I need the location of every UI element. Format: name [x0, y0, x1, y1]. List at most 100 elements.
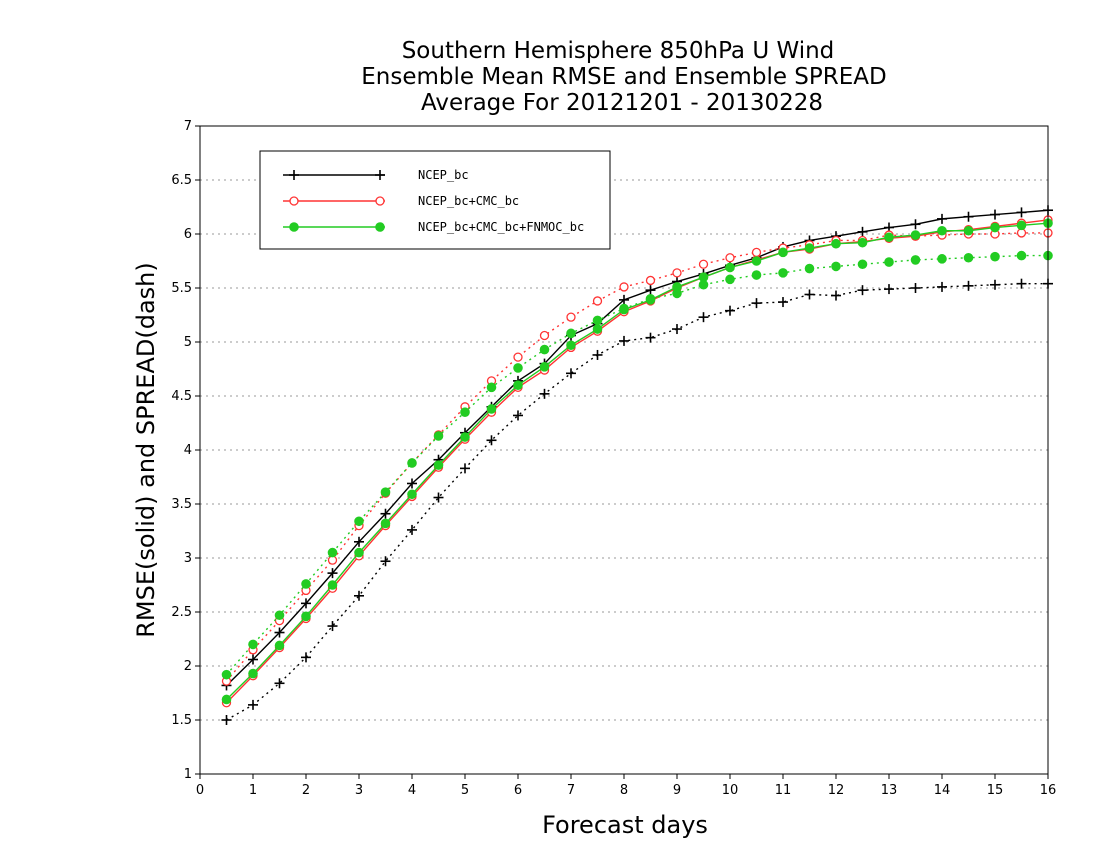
series-0-rmse-point-24	[857, 226, 868, 237]
series-2-spread-point-28	[963, 252, 974, 263]
series-2-rmse-point-6	[380, 518, 391, 529]
x-tick-label-7: 7	[567, 783, 575, 798]
series-0-spread-point-15	[619, 335, 629, 346]
series-1-spread-point-12	[539, 330, 550, 341]
series-2-spread-point-15	[619, 303, 629, 314]
series-2	[221, 218, 1053, 705]
series-1-spread-point-13	[566, 312, 576, 322]
x-tick-label-15: 15	[987, 783, 1004, 798]
series-2-rmse-point-25	[884, 232, 894, 243]
series-1-spread-point-15	[619, 282, 629, 292]
series-2-spread-point-27	[937, 254, 947, 264]
title-line-1: Southern Hemisphere 850hPa U Wind	[402, 38, 835, 64]
series-2-spread-point-22	[804, 263, 815, 274]
legend-label-0: NCEP_bc	[418, 168, 469, 182]
series-0-spread-point-19	[725, 305, 735, 316]
series-0-rmse-point-26	[910, 219, 921, 230]
series-1-spread-point-18	[698, 259, 709, 269]
legend-marker-end-0	[375, 170, 385, 180]
series-0-spread-line	[226, 282, 1048, 721]
legend: NCEP_bc NCEP_bc+CMC_bc NCEP_bc+CMC_bc+FNMO…	[259, 150, 611, 250]
series-1-spread-line	[225, 232, 1048, 682]
series-1-spread-point-17	[672, 268, 682, 278]
series-2-rmse-point-28	[963, 225, 974, 236]
series-0-spread-point-24	[857, 285, 868, 296]
series-0-spread-point-2	[274, 678, 285, 689]
y-tick-label-1: 1.5	[171, 713, 192, 728]
series-2-spread-point-4	[327, 547, 338, 558]
x-axis-title: Forecast days	[542, 811, 708, 839]
series-0-spread-point-23	[831, 290, 841, 301]
series-2-spread-point-0	[221, 669, 232, 680]
y-tick-label-11: 6.5	[171, 173, 192, 188]
series-2-spread-point-7	[407, 458, 417, 468]
series-0-rmse-point-6	[380, 508, 391, 519]
series-0-spread-point-22	[804, 289, 815, 300]
series-2-spread-point-9	[460, 407, 470, 418]
y-tick-label-4: 3	[184, 551, 192, 566]
series-1-spread-point-19	[725, 253, 735, 263]
x-tick-label-3: 3	[355, 783, 363, 798]
legend-marker-start-1	[289, 196, 299, 206]
x-tick-label-11: 11	[775, 783, 792, 798]
y-tick-label-5: 3.5	[171, 497, 192, 512]
title-line-3: Average For 20121201 - 20130228	[421, 90, 823, 116]
series-0-spread-point-5	[354, 590, 364, 601]
x-tick-label-0: 0	[196, 783, 204, 798]
series-2-rmse-point-3	[301, 611, 311, 622]
series-0-spread-point-9	[460, 463, 470, 474]
series-2-rmse-point-5	[354, 547, 364, 558]
series-0-spread-point-7	[407, 524, 417, 535]
series-0-spread-point-25	[884, 284, 894, 295]
series-1	[221, 215, 1053, 708]
series-2-rmse-point-10	[486, 404, 497, 414]
series-2-rmse-point-20	[751, 256, 762, 266]
series-0-spread-point-8	[433, 492, 444, 503]
series-0-spread-point-4	[327, 621, 338, 632]
series-1-spread-point-11	[513, 352, 523, 362]
series-0-rmse-point-28	[963, 211, 974, 222]
series-0-rmse-point-5	[354, 536, 364, 547]
series-0-spread-point-14	[592, 349, 603, 360]
legend-label-1: NCEP_bc+CMC_bc	[418, 194, 519, 208]
series-2-spread-point-10	[486, 382, 497, 393]
series-0-rmse-point-7	[407, 478, 417, 489]
series-0-spread-point-17	[672, 324, 682, 335]
x-axis: 0 1 2 3 4 5 6 7 8 9 10 11 12 13 14 15 16	[196, 774, 1056, 798]
series-2-rmse-point-14	[592, 324, 603, 334]
series-0-spread-point-1	[248, 699, 258, 710]
series-1-spread-point-16	[645, 275, 656, 286]
series-0-spread-point-18	[698, 312, 709, 323]
series-2-rmse-point-1	[248, 668, 258, 679]
series-0-spread-point-30	[1016, 278, 1027, 289]
x-tick-label-13: 13	[881, 783, 898, 798]
title-line-2: Ensemble Mean RMSE and Ensemble SPREAD	[361, 64, 886, 90]
series-2-spread-point-26	[910, 255, 921, 265]
grid	[200, 179, 1048, 721]
series-0-spread-point-13	[566, 368, 576, 379]
series-2-spread-point-11	[513, 363, 523, 373]
series-2-spread-point-23	[831, 261, 841, 272]
series-2-rmse-point-22	[804, 243, 815, 253]
series-2-spread-point-1	[248, 639, 258, 650]
y-axis-title: RMSE(solid) and SPREAD(dash)	[132, 262, 160, 638]
series-2-spread-line	[225, 254, 1048, 676]
series-0-rmse-point-1	[248, 654, 258, 665]
x-tick-label-9: 9	[673, 783, 681, 798]
series-2-spread-point-16	[645, 294, 656, 304]
series-2-rmse-point-9	[460, 432, 470, 442]
series-0-spread-point-16	[645, 332, 656, 343]
y-tick-label-8: 5	[184, 335, 192, 350]
series-0-rmse-point-3	[301, 598, 311, 609]
series-2-rmse-point-29	[990, 222, 1000, 233]
series-0-spread-point-11	[513, 410, 523, 421]
series-0-spread-point-0	[221, 715, 232, 725]
series-0-rmse-point-30	[1016, 207, 1027, 218]
series-0-rmse-line	[226, 209, 1049, 686]
series-0-spread-point-12	[539, 388, 550, 399]
series-2-spread-point-17	[672, 288, 682, 299]
series-2-spread-point-14	[592, 315, 603, 326]
series-2-spread-point-19	[725, 274, 735, 285]
series-0-spread-point-21	[778, 297, 788, 308]
